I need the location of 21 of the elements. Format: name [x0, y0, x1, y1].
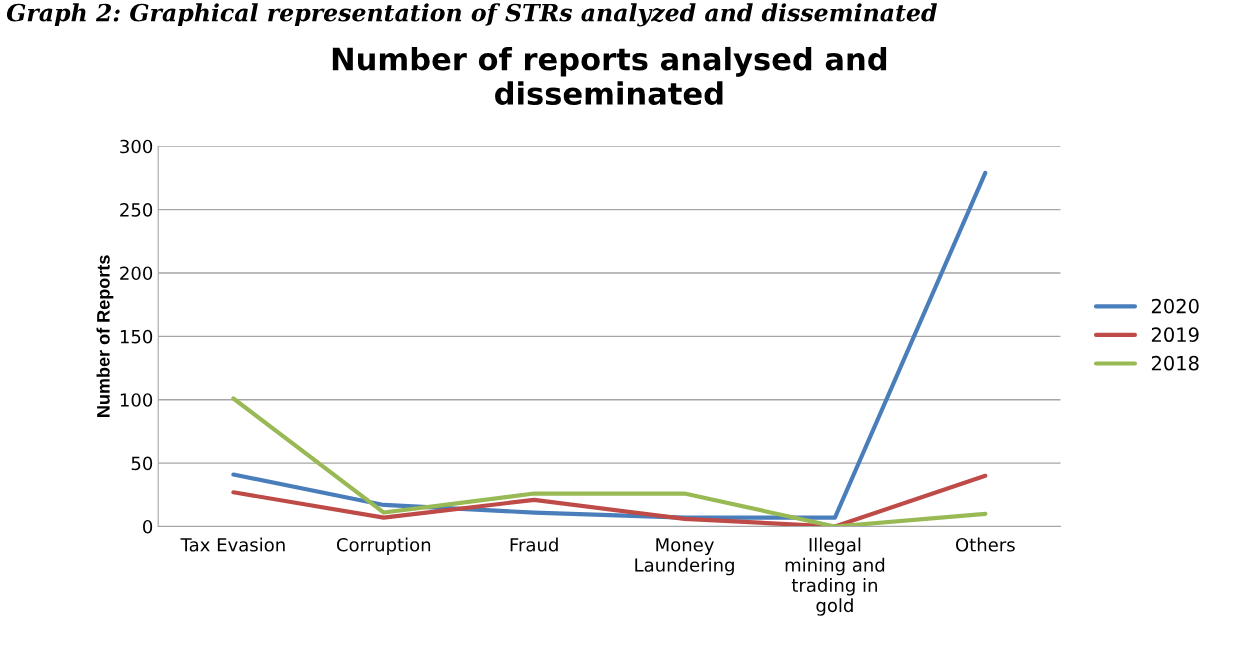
x-tick-label: Others: [955, 537, 1015, 552]
caption: Graph 2: Graphical representation of STRs analyzed and disseminated: [6, 3, 937, 27]
x-tick-label: Corruption: [336, 537, 431, 556]
line-series: [231, 396, 988, 527]
legend-label: 2019: [1151, 327, 1199, 343]
line-series: [231, 473, 988, 527]
x-tick-label: Tax Evasion: [180, 537, 285, 552]
x-tick-label: Illegal mining and trading in gold: [785, 537, 885, 616]
y-axis-title: Number of Reports: [96, 255, 114, 417]
y-tick-label: 150: [120, 329, 153, 344]
y-tick-label: 100: [120, 393, 153, 407]
y-tick-label: 50: [131, 456, 153, 471]
y-tick-label: 300: [120, 139, 153, 154]
x-tick-label: Fraud: [510, 537, 558, 552]
legend-label: 2020: [1151, 298, 1199, 314]
x-tick-label: Money Laundering: [635, 538, 734, 576]
y-tick-label: 0: [143, 519, 153, 534]
legend-label: 2018: [1151, 355, 1199, 371]
y-tick-label: 200: [120, 266, 153, 281]
chart-title: Number of reports analysed and disseminated: [332, 46, 887, 106]
y-tick-label: 250: [120, 203, 153, 217]
